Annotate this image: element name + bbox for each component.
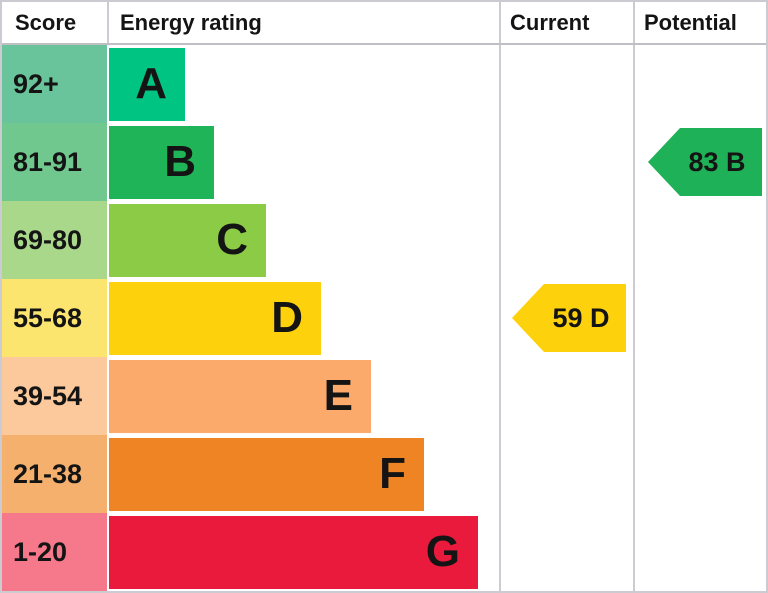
band-letter: B — [164, 137, 196, 186]
potential-cell — [633, 201, 766, 279]
current-cell — [499, 123, 633, 201]
band-row: 55-68 D 59 D — [2, 279, 766, 357]
band-score-cell: 1-20 — [2, 513, 109, 591]
potential-rating-arrow-label: 83 B — [688, 146, 746, 177]
header-potential: Potential — [633, 2, 766, 43]
band-bar-cell: F — [109, 435, 499, 513]
band-letter: C — [216, 215, 248, 264]
band-score-cell: 39-54 — [2, 357, 109, 435]
band-score-label: 21-38 — [13, 458, 83, 489]
band-score-cell: 55-68 — [2, 279, 109, 357]
band-bar-cell: A — [109, 45, 499, 123]
header-potential-label: Potential — [644, 9, 737, 35]
band-score-label: 81-91 — [13, 146, 83, 177]
band-score-cell: 92+ — [2, 45, 109, 123]
band-score-label: 1-20 — [13, 536, 68, 567]
header-energy-rating-label: Energy rating — [120, 9, 262, 35]
band-score-label: 92+ — [13, 68, 59, 99]
potential-cell — [633, 435, 766, 513]
band-score-label: 55-68 — [13, 302, 83, 333]
header-current-label: Current — [510, 9, 590, 35]
current-cell: 59 D — [499, 279, 633, 357]
band-bar-cell: G — [109, 513, 499, 591]
band-bar: F — [109, 437, 424, 511]
header-row: Score Energy rating Current Potential — [2, 2, 766, 45]
band-letter: D — [271, 293, 303, 342]
band-bar: C — [109, 203, 266, 277]
band-score-label: 39-54 — [13, 380, 83, 411]
current-cell — [499, 357, 633, 435]
current-cell — [499, 45, 633, 123]
band-row: 1-20 G — [2, 513, 766, 591]
band-row: 81-91 B 83 B — [2, 123, 766, 201]
band-bar: D — [109, 281, 321, 355]
band-row: 92+ A — [2, 45, 766, 123]
potential-cell — [633, 45, 766, 123]
band-bar: A — [109, 47, 185, 121]
band-bar-cell: E — [109, 357, 499, 435]
header-score: Score — [2, 2, 109, 43]
band-bar-cell: D — [109, 279, 499, 357]
band-bar-cell: B — [109, 123, 499, 201]
current-cell — [499, 513, 633, 591]
band-bar-cell: C — [109, 201, 499, 279]
band-row: 21-38 F — [2, 435, 766, 513]
potential-rating-arrow: 83 B — [648, 128, 762, 196]
header-energy-rating: Energy rating — [109, 2, 499, 43]
band-rows: 92+ A 81-91 B 83 B 69-80 C — [2, 45, 766, 591]
band-score-cell: 21-38 — [2, 435, 109, 513]
header-score-label: Score — [15, 9, 77, 35]
current-cell — [499, 435, 633, 513]
band-score-cell: 81-91 — [2, 123, 109, 201]
band-bar: B — [109, 125, 214, 199]
band-bar: E — [109, 359, 371, 433]
band-letter: F — [379, 449, 406, 498]
potential-cell: 83 B — [633, 123, 766, 201]
band-letter: E — [323, 371, 353, 420]
band-row: 39-54 E — [2, 357, 766, 435]
band-bar: G — [109, 515, 478, 589]
band-score-cell: 69-80 — [2, 201, 109, 279]
band-letter: G — [425, 527, 460, 576]
current-rating-arrow: 59 D — [512, 284, 626, 352]
band-letter: A — [135, 59, 167, 108]
band-score-label: 69-80 — [13, 224, 83, 255]
band-row: 69-80 C — [2, 201, 766, 279]
current-cell — [499, 201, 633, 279]
current-rating-arrow-label: 59 D — [552, 302, 610, 333]
potential-cell — [633, 513, 766, 591]
header-current: Current — [499, 2, 633, 43]
potential-cell — [633, 357, 766, 435]
potential-cell — [633, 279, 766, 357]
